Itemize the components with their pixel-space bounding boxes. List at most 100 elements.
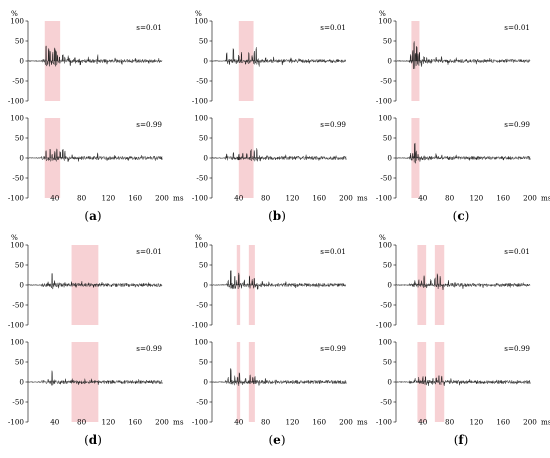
x-tick-label: 80 (445, 418, 455, 427)
x-tick-label: 40 (234, 194, 244, 203)
x-tick-label: 40 (234, 418, 244, 427)
y-tick-label: 0 (19, 281, 24, 290)
y-tick-label: 0 (387, 154, 392, 163)
y-tick-label: -50 (12, 174, 24, 183)
x-tick-label: 200 (523, 194, 537, 203)
x-unit-label: ms (173, 418, 184, 427)
y-tick-label: 100 (10, 338, 24, 347)
y-tick-label: -100 (192, 97, 209, 106)
x-tick-label: 80 (261, 418, 271, 427)
signal-trace (27, 45, 163, 67)
y-tick-label: 100 (10, 17, 24, 26)
x-unit-label: ms (357, 418, 368, 427)
y-tick-label: -50 (380, 174, 392, 183)
x-tick-label: 160 (128, 418, 142, 427)
y-tick-label: -100 (8, 97, 25, 106)
x-tick-label: 120 (102, 194, 116, 203)
y-tick-label: 0 (19, 154, 24, 163)
chart-a: 100500-50-100s=0.01%100500-50-100s=0.994… (8, 9, 184, 223)
x-tick-label: 160 (312, 418, 326, 427)
y-tick-label: -100 (376, 321, 393, 330)
x-tick-label: 160 (128, 194, 142, 203)
y-unit-label: % (379, 233, 386, 242)
x-tick-label: 200 (339, 194, 353, 203)
signal-trace (211, 148, 347, 162)
series-label: s=0.01 (136, 23, 162, 32)
y-tick-label: -50 (196, 301, 208, 310)
y-tick-label: 100 (378, 241, 392, 250)
chart-e-panel-2: 100 50 0 -50 -100 s=0.99 40 80 120 160 200 ms (192, 338, 368, 427)
y-tick-label: -50 (12, 301, 24, 310)
y-tick-label: 0 (19, 57, 24, 66)
y-tick-label: 100 (194, 114, 208, 123)
y-tick-label: 0 (203, 281, 208, 290)
y-tick-label: 50 (383, 37, 393, 46)
series-label: s=0.01 (504, 247, 530, 256)
chart-c-panel-2: 100 50 0 -50 -100 s=0.99 40 80 120 160 200 ms (376, 114, 550, 203)
y-unit-label: % (11, 9, 18, 18)
panel-caption: (a) (84, 209, 101, 223)
chart-d-panel-1: 100 50 0 -50 -100 s=0.01% (8, 233, 163, 330)
x-tick-label: 40 (418, 418, 428, 427)
chart-e: 100500-50-100s=0.01%100500-50-100s=0.994… (192, 233, 368, 447)
x-tick-label: 120 (286, 194, 300, 203)
y-tick-label: -100 (8, 194, 25, 203)
x-tick-label: 160 (312, 194, 326, 203)
y-tick-label: 0 (387, 281, 392, 290)
chart-c: 100500-50-100s=0.01%100500-50-100s=0.994… (376, 9, 550, 223)
y-tick-label: -100 (8, 418, 25, 427)
signal-trace (211, 270, 347, 290)
y-tick-label: 0 (19, 378, 24, 387)
series-label: s=0.01 (320, 23, 346, 32)
y-tick-label: 50 (199, 358, 209, 367)
y-tick-label: 50 (199, 134, 209, 143)
y-tick-label: 100 (194, 241, 208, 250)
x-tick-label: 120 (470, 194, 484, 203)
x-unit-label: ms (541, 418, 550, 427)
y-tick-label: 0 (203, 378, 208, 387)
y-tick-label: -100 (376, 194, 393, 203)
x-unit-label: ms (173, 194, 184, 203)
y-tick-label: -100 (8, 321, 25, 330)
x-tick-label: 40 (50, 194, 60, 203)
y-tick-label: -50 (380, 398, 392, 407)
x-tick-label: 120 (102, 418, 116, 427)
panel-caption: (e) (268, 433, 285, 447)
y-tick-label: 50 (15, 358, 25, 367)
y-tick-label: 0 (387, 378, 392, 387)
series-label: s=0.99 (320, 120, 346, 129)
x-unit-label: ms (541, 194, 550, 203)
x-tick-label: 40 (418, 194, 428, 203)
signal-trace (395, 375, 531, 387)
x-unit-label: ms (357, 194, 368, 203)
x-tick-label: 80 (77, 194, 87, 203)
signal-trace (27, 370, 163, 386)
series-label: s=0.01 (504, 23, 530, 32)
chart-f-panel-1: 100 50 0 -50 -100 s=0.01% (376, 233, 531, 330)
panel-caption: (d) (84, 433, 102, 447)
y-tick-label: -100 (192, 418, 209, 427)
series-label: s=0.99 (136, 120, 162, 129)
signal-trace (211, 47, 347, 67)
y-tick-label: 50 (199, 261, 209, 270)
series-label: s=0.99 (504, 344, 530, 353)
series-label: s=0.99 (136, 344, 162, 353)
chart-a-panel-2: 100 50 0 -50 -100 s=0.99 40 80 120 160 200 ms (8, 114, 184, 203)
y-tick-label: -50 (12, 77, 24, 86)
x-tick-label: 200 (339, 418, 353, 427)
panel-caption: (f) (454, 433, 469, 447)
y-tick-label: -50 (196, 77, 208, 86)
panel-caption: (b) (268, 209, 286, 223)
signal-trace (395, 273, 531, 291)
y-tick-label: -50 (12, 398, 24, 407)
y-tick-label: 100 (194, 17, 208, 26)
y-tick-label: 50 (383, 261, 393, 270)
y-tick-label: -50 (380, 77, 392, 86)
x-tick-label: 160 (496, 418, 510, 427)
y-tick-label: 100 (194, 338, 208, 347)
x-tick-label: 120 (470, 418, 484, 427)
x-tick-label: 40 (50, 418, 60, 427)
y-tick-label: 0 (203, 154, 208, 163)
signal-trace (27, 273, 163, 290)
